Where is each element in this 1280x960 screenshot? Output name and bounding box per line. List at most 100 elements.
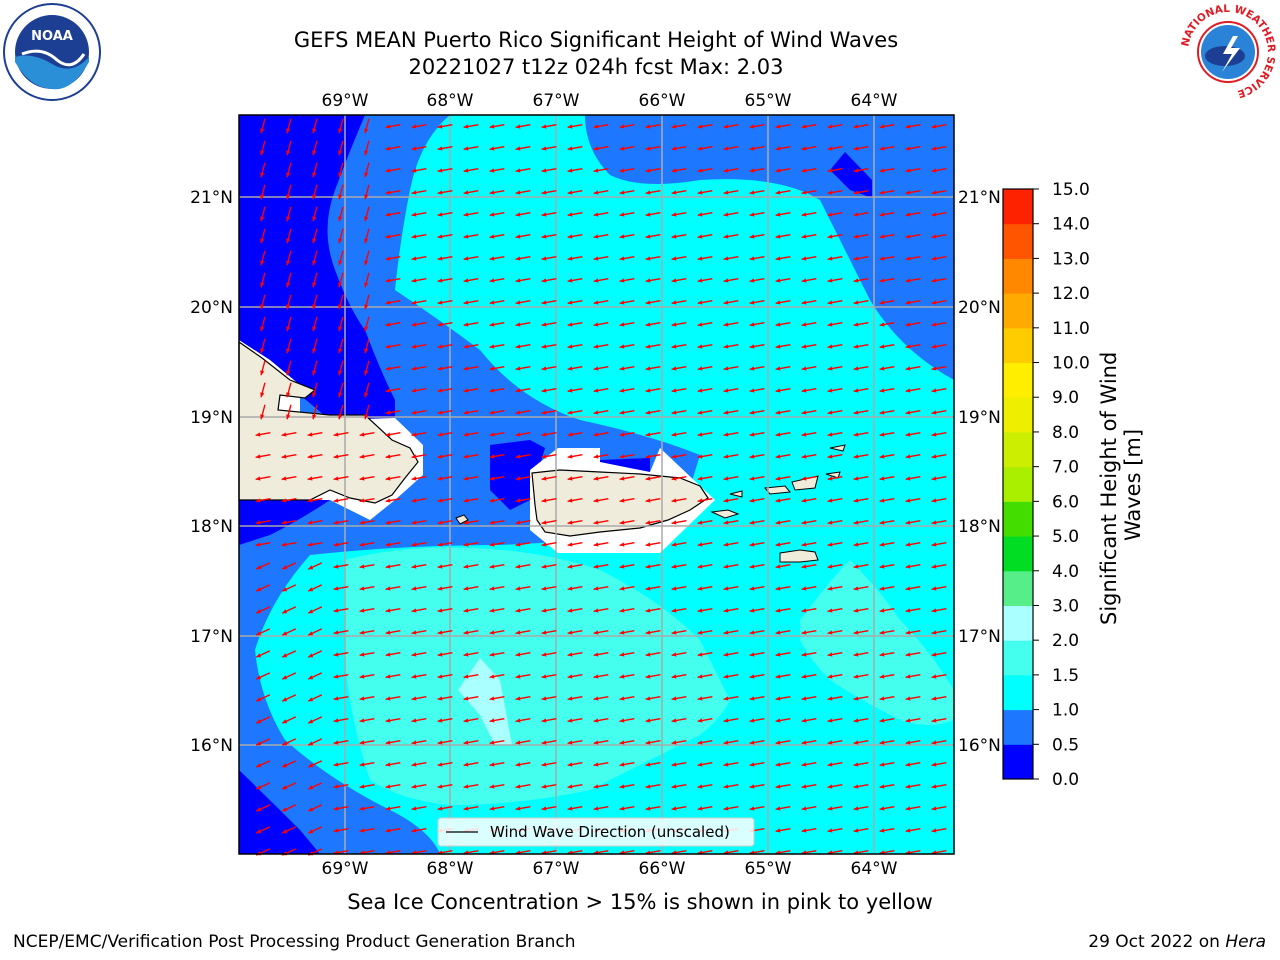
wave-direction-arrow <box>515 322 531 327</box>
wave-direction-arrow <box>801 256 817 261</box>
wave-direction-arrow <box>723 256 739 261</box>
wave-direction-arrow <box>775 300 791 305</box>
lat-label-right: 19°N <box>958 408 1001 428</box>
wave-direction-arrow <box>775 762 791 767</box>
wave-direction-arrow <box>905 630 921 635</box>
wave-direction-arrow <box>515 630 531 635</box>
wave-direction-arrow <box>879 586 895 591</box>
wave-direction-arrow <box>723 696 739 701</box>
wave-direction-arrow <box>541 586 557 591</box>
wave-direction-arrow <box>879 300 895 305</box>
wave-direction-arrow <box>567 608 583 613</box>
wave-direction-arrow <box>827 256 843 261</box>
wave-direction-arrow <box>437 696 453 701</box>
wave-direction-arrow <box>697 432 713 437</box>
wave-direction-arrow <box>385 762 401 767</box>
colorbar-tick-label: 14.0 <box>1052 215 1090 235</box>
wave-direction-arrow <box>801 784 817 789</box>
colorbar-tick-label: 1.5 <box>1052 666 1079 686</box>
colorbar-segment <box>1003 536 1033 572</box>
wave-direction-arrow <box>801 740 817 745</box>
wave-direction-arrow <box>775 432 791 437</box>
wave-direction-arrow <box>307 782 323 790</box>
wave-direction-arrow <box>801 586 817 591</box>
wave-direction-arrow <box>541 366 557 371</box>
wave-direction-arrow <box>437 564 453 569</box>
wave-direction-arrow <box>879 344 895 349</box>
wave-direction-arrow <box>359 630 375 635</box>
wave-direction-arrow <box>593 454 609 459</box>
wave-direction-arrow <box>255 760 271 768</box>
wave-direction-arrow <box>260 404 266 420</box>
wave-direction-arrow <box>286 294 292 310</box>
wave-direction-arrow <box>931 344 947 349</box>
colorbar-segment <box>1003 744 1033 780</box>
wave-direction-arrow <box>645 190 661 195</box>
wave-direction-arrow <box>619 454 635 459</box>
wave-direction-arrow <box>645 520 661 525</box>
wave-direction-arrow <box>697 476 713 481</box>
wave-direction-arrow <box>697 608 713 613</box>
wave-direction-arrow <box>307 562 323 570</box>
wave-direction-arrow <box>385 674 401 679</box>
wave-direction-arrow <box>827 828 843 833</box>
wave-direction-arrow <box>333 542 349 547</box>
wave-direction-arrow <box>541 784 557 789</box>
lat-label-right: 21°N <box>958 188 1001 208</box>
wave-direction-arrow <box>619 740 635 745</box>
wave-direction-arrow <box>515 542 531 547</box>
wave-direction-arrow <box>567 146 583 151</box>
wave-direction-arrow <box>515 300 531 305</box>
wave-direction-arrow <box>801 718 817 723</box>
wave-direction-arrow <box>801 388 817 393</box>
wave-direction-arrow <box>853 696 869 701</box>
wave-direction-arrow <box>437 300 453 305</box>
wave-direction-arrow <box>723 124 739 129</box>
wave-direction-arrow <box>671 784 687 789</box>
wave-direction-arrow <box>853 454 869 459</box>
wave-direction-arrow <box>879 168 895 173</box>
wave-direction-arrow <box>411 454 427 459</box>
wave-direction-arrow <box>489 630 505 635</box>
wave-direction-arrow <box>593 652 609 657</box>
wave-direction-arrow <box>364 272 370 288</box>
wave-direction-arrow <box>286 206 292 222</box>
wave-direction-arrow <box>931 190 947 195</box>
wave-direction-arrow <box>645 784 661 789</box>
wave-direction-arrow <box>593 762 609 767</box>
wave-direction-arrow <box>364 360 370 376</box>
wave-direction-arrow <box>437 322 453 327</box>
wave-direction-arrow <box>541 740 557 745</box>
wave-direction-arrow <box>255 454 271 459</box>
wave-direction-arrow <box>749 652 765 657</box>
wave-direction-arrow <box>723 784 739 789</box>
wave-direction-arrow <box>931 520 947 525</box>
wave-direction-arrow <box>749 190 765 195</box>
colorbar-tick-label: 7.0 <box>1052 458 1079 478</box>
wave-direction-arrow <box>312 162 318 178</box>
wave-direction-arrow <box>801 696 817 701</box>
wave-direction-arrow <box>671 256 687 261</box>
wave-direction-arrow <box>723 190 739 195</box>
wave-direction-arrow <box>879 388 895 393</box>
wave-direction-arrow <box>931 366 947 371</box>
wave-direction-arrow <box>463 542 479 547</box>
wave-direction-arrow <box>385 520 401 525</box>
wave-direction-arrow <box>775 498 791 503</box>
wave-direction-arrow <box>307 650 323 658</box>
wave-direction-arrow <box>489 190 505 195</box>
lon-labels-top: 69°W 68°W 67°W 66°W 65°W 64°W <box>322 91 898 111</box>
wave-direction-arrow <box>593 300 609 305</box>
wave-direction-arrow <box>411 168 427 173</box>
wave-direction-arrow <box>931 476 947 481</box>
wave-direction-arrow <box>515 168 531 173</box>
wave-direction-arrow <box>364 250 370 266</box>
wave-direction-arrow <box>827 564 843 569</box>
colorbar-tick-label: 6.0 <box>1052 492 1079 512</box>
wave-direction-arrow <box>749 454 765 459</box>
wave-direction-arrow <box>645 212 661 217</box>
wave-direction-arrow <box>515 520 531 525</box>
wave-direction-arrow <box>723 674 739 679</box>
wave-direction-arrow <box>541 124 557 129</box>
wave-direction-arrow <box>567 124 583 129</box>
